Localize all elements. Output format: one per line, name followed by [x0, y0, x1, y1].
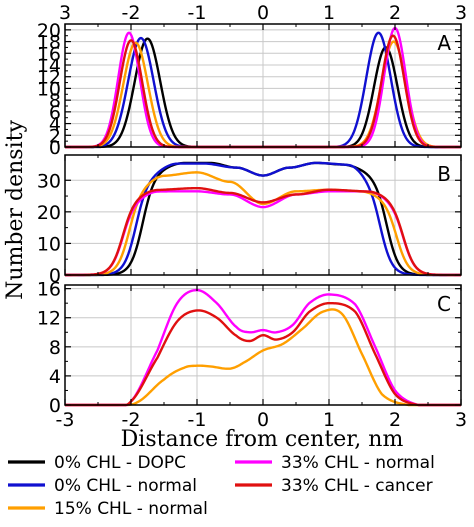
legend: 0% CHL - DOPC 0% CHL - normal 15% CHL - no… — [8, 453, 435, 519]
x-tick-label: -2 — [122, 409, 141, 431]
y-tick-label: 14 — [37, 55, 61, 77]
series-line-chl0_normal — [65, 161, 461, 277]
legend-item-chl33_normal: 33% CHL - normal — [235, 453, 435, 473]
y-tick-label: 18 — [37, 32, 61, 54]
y-tick-label: 10 — [37, 233, 61, 255]
y-tick-label: 16 — [37, 279, 61, 301]
x-tick-label: -1 — [188, 409, 207, 431]
panel-b: 0 10 20 30 B — [37, 154, 462, 287]
y-tick-label: 8 — [49, 90, 61, 112]
y-tick-label: 0 — [49, 137, 61, 159]
y-tick-label: 0 — [49, 395, 61, 417]
y-tick-label: 6 — [49, 102, 61, 124]
top-x-tick-label: -1 — [188, 2, 207, 24]
top-x-tick-label: 1 — [323, 2, 335, 24]
y-tick-label: 2 — [49, 125, 61, 147]
x-tick-label: 3 — [455, 409, 467, 431]
y-tick-label: 20 — [37, 20, 61, 42]
panel-label: C — [437, 292, 451, 316]
legend-item-chl15_normal: 15% CHL - normal — [8, 499, 208, 519]
x-tick-label: 0 — [257, 409, 269, 431]
top-x-tick-label: -2 — [122, 2, 141, 24]
x-tick-label: 1 — [323, 409, 335, 431]
y-tick-label: 4 — [49, 114, 61, 136]
top-x-tick-label: 3 — [59, 2, 71, 24]
legend-label: 0% CHL - DOPC — [54, 453, 186, 473]
top-x-tick-label: 0 — [257, 2, 269, 24]
legend-label: 15% CHL - normal — [54, 499, 208, 519]
panel-c: 0 4 8 12 16 C — [37, 279, 462, 417]
legend-item-chl0_normal: 0% CHL - normal — [8, 476, 197, 496]
y-tick-label: 12 — [37, 67, 61, 89]
axes-layer: 3 -2 -1 0 1 2 3 -3 -2 -1 0 1 2 3 — [56, 2, 468, 431]
series-line-chl15_normal — [65, 171, 461, 277]
y-tick-label: 30 — [37, 170, 61, 192]
y-tick-label: 4 — [49, 366, 61, 388]
legend-label: 33% CHL - normal — [281, 453, 435, 473]
legend-label: 0% CHL - normal — [54, 476, 197, 496]
y-tick-label: 20 — [37, 202, 61, 224]
y-tick-label: 12 — [37, 308, 61, 330]
panel-label: A — [437, 31, 451, 55]
x-tick-label: 2 — [389, 409, 401, 431]
y-axis-title: Number density — [3, 120, 28, 300]
y-tick-label: 0 — [49, 265, 61, 287]
x-tick-label: -3 — [56, 409, 75, 431]
top-x-tick-label: 2 — [389, 2, 401, 24]
panel-label: B — [437, 162, 451, 186]
legend-item-dopc: 0% CHL - DOPC — [8, 453, 186, 473]
series-line-chl33_cancer — [64, 186, 462, 277]
legend-item-chl33_cancer: 33% CHL - cancer — [235, 476, 433, 496]
y-tick-label: 16 — [37, 43, 61, 65]
top-x-tick-label: 3 — [455, 2, 467, 24]
y-tick-label: 8 — [49, 337, 61, 359]
y-tick-label: 10 — [37, 78, 61, 100]
legend-label: 33% CHL - cancer — [281, 476, 433, 496]
x-axis-title: Distance from center, nm — [121, 427, 404, 452]
